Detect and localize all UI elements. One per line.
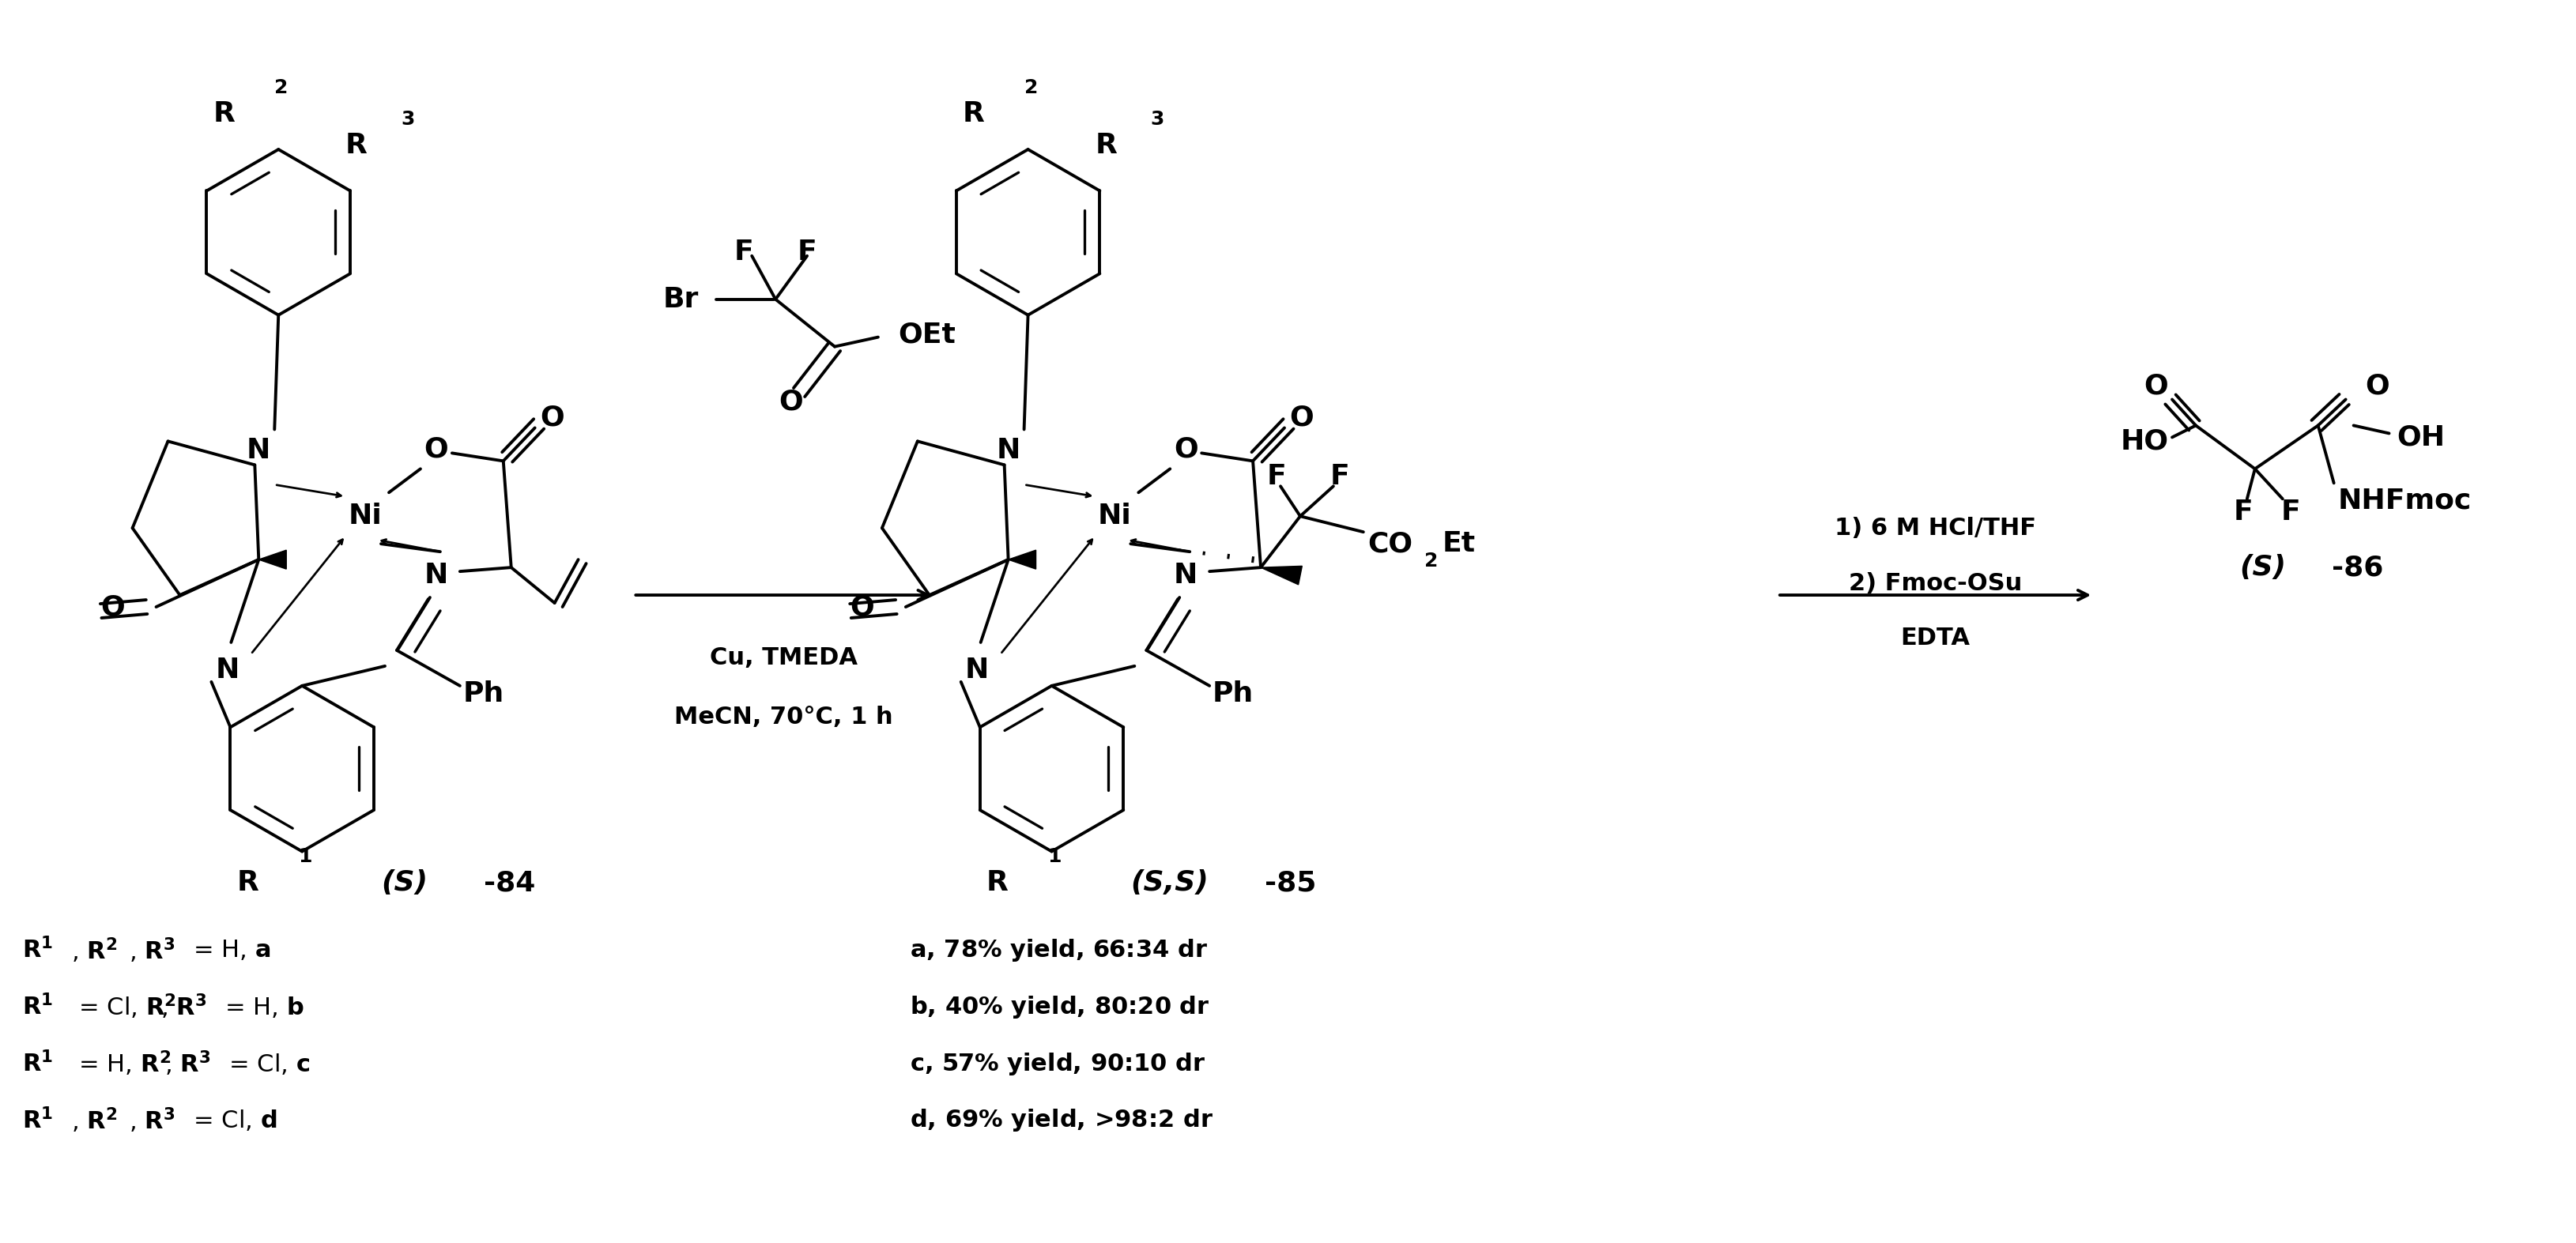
Text: 1) 6 M HCl/THF: 1) 6 M HCl/THF [1834, 517, 2035, 539]
Text: = H, $\mathbf{b}$: = H, $\mathbf{b}$ [219, 994, 304, 1019]
Text: F: F [734, 239, 755, 265]
Text: , $\mathbf{R^2}$: , $\mathbf{R^2}$ [72, 1106, 116, 1135]
Text: N: N [997, 438, 1020, 464]
Text: F: F [2280, 498, 2300, 526]
Text: , $\mathbf{R^3}$: , $\mathbf{R^3}$ [160, 992, 206, 1022]
Polygon shape [258, 551, 286, 569]
Text: -85: -85 [1265, 870, 1316, 896]
Text: $\mathbf{b}$, 40% yield, 80:20 dr: $\mathbf{b}$, 40% yield, 80:20 dr [909, 994, 1211, 1019]
Text: $\mathbf{R^1}$: $\mathbf{R^1}$ [23, 994, 54, 1019]
Text: F: F [799, 239, 817, 265]
Text: 1: 1 [1048, 848, 1061, 866]
Text: 2: 2 [1025, 78, 1038, 97]
Text: = Cl, $\mathbf{d}$: = Cl, $\mathbf{d}$ [185, 1109, 278, 1132]
Text: HO: HO [2120, 428, 2169, 455]
Text: = Cl, $\mathbf{R^2}$: = Cl, $\mathbf{R^2}$ [72, 992, 175, 1022]
Text: Et: Et [1443, 531, 1476, 557]
Text: MeCN, 70°C, 1 h: MeCN, 70°C, 1 h [675, 706, 894, 728]
Text: = H, $\mathbf{a}$: = H, $\mathbf{a}$ [185, 938, 270, 962]
Text: $\mathbf{R^1}$: $\mathbf{R^1}$ [23, 937, 54, 963]
Text: O: O [541, 404, 564, 431]
Text: R: R [1095, 132, 1118, 159]
Text: (S): (S) [381, 870, 428, 896]
Text: , $\mathbf{R^3}$: , $\mathbf{R^3}$ [165, 1049, 211, 1078]
Text: $\mathbf{R^1}$: $\mathbf{R^1}$ [23, 1050, 54, 1076]
Text: F: F [2233, 498, 2254, 526]
Text: F: F [1267, 464, 1285, 490]
Text: O: O [100, 593, 124, 620]
Text: R: R [987, 870, 1007, 896]
Text: (S): (S) [2239, 554, 2285, 580]
Text: NHFmoc: NHFmoc [2339, 487, 2470, 513]
Text: R: R [237, 870, 258, 896]
Text: N: N [425, 562, 448, 589]
Text: 3: 3 [1151, 109, 1164, 129]
Text: N: N [216, 656, 240, 684]
Text: = Cl, $\mathbf{c}$: = Cl, $\mathbf{c}$ [222, 1052, 309, 1076]
Text: N: N [1175, 562, 1198, 589]
Text: O: O [2365, 373, 2391, 399]
Text: O: O [778, 388, 804, 415]
Text: $\mathbf{c}$, 57% yield, 90:10 dr: $\mathbf{c}$, 57% yield, 90:10 dr [909, 1050, 1206, 1076]
Text: Br: Br [662, 286, 698, 313]
Text: -86: -86 [2331, 554, 2383, 580]
Text: , $\mathbf{R^3}$: , $\mathbf{R^3}$ [129, 936, 175, 965]
Text: R: R [963, 101, 984, 127]
Polygon shape [1260, 566, 1301, 584]
Text: $\mathbf{d}$, 69% yield, >98:2 dr: $\mathbf{d}$, 69% yield, >98:2 dr [909, 1108, 1213, 1134]
Text: , $\mathbf{R^2}$: , $\mathbf{R^2}$ [72, 936, 116, 965]
Text: Ph: Ph [464, 680, 505, 707]
Polygon shape [1007, 551, 1036, 569]
Text: O: O [425, 436, 448, 462]
Text: Cu, TMEDA: Cu, TMEDA [708, 646, 858, 670]
Text: O: O [1175, 436, 1198, 462]
Text: EDTA: EDTA [1901, 626, 1971, 650]
Text: -84: -84 [484, 870, 536, 896]
Text: R: R [345, 132, 368, 159]
Text: 2: 2 [1425, 552, 1437, 571]
Text: OH: OH [2398, 424, 2445, 451]
Text: $\mathbf{R^1}$: $\mathbf{R^1}$ [23, 1108, 54, 1134]
Text: N: N [966, 656, 989, 684]
Text: 3: 3 [402, 109, 415, 129]
Text: O: O [1291, 404, 1314, 431]
Text: N: N [247, 438, 270, 464]
Text: 2) Fmoc-OSu: 2) Fmoc-OSu [1850, 572, 2022, 594]
Text: (S,S): (S,S) [1131, 870, 1208, 896]
Text: Ni: Ni [1097, 502, 1131, 530]
Text: $\mathbf{a}$, 78% yield, 66:34 dr: $\mathbf{a}$, 78% yield, 66:34 dr [909, 937, 1208, 963]
Text: 2: 2 [276, 78, 289, 97]
Text: 1: 1 [299, 848, 312, 866]
Text: , $\mathbf{R^3}$: , $\mathbf{R^3}$ [129, 1106, 175, 1135]
Text: O: O [850, 593, 873, 620]
Text: CO: CO [1368, 531, 1412, 557]
Text: O: O [2143, 373, 2169, 399]
Text: F: F [1329, 464, 1350, 490]
Text: Ph: Ph [1213, 680, 1255, 707]
Text: R: R [214, 101, 234, 127]
Text: OEt: OEt [899, 322, 956, 348]
Text: Ni: Ni [348, 502, 381, 530]
Text: = H, $\mathbf{R^2}$: = H, $\mathbf{R^2}$ [72, 1049, 170, 1078]
